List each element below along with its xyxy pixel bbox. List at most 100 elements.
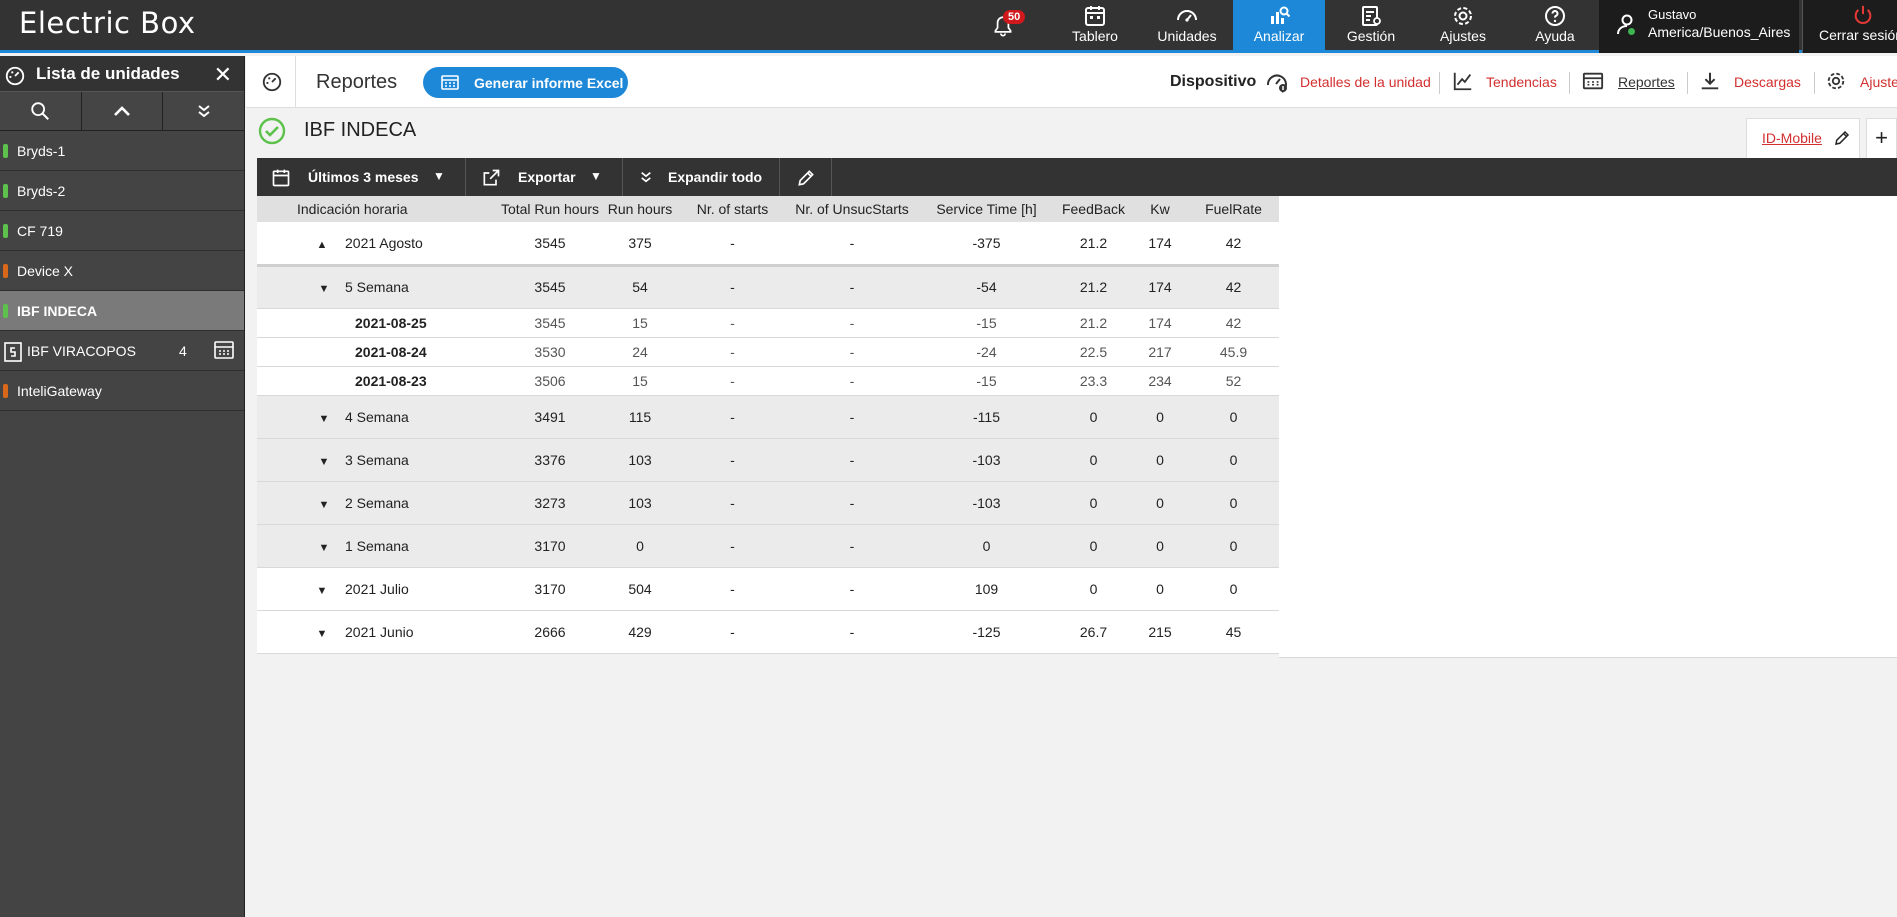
sidebar-item-bryds-2[interactable]: Bryds-2 <box>0 171 244 211</box>
trend-icon <box>1453 72 1472 91</box>
downloads-link[interactable]: Descargas <box>1734 74 1801 90</box>
triangle-down-icon[interactable]: ▼ <box>318 498 330 511</box>
column-header[interactable]: Indicación horaria <box>257 196 499 222</box>
add-tab-button[interactable]: + <box>1866 118 1897 158</box>
export-icon <box>483 169 500 186</box>
table-cell: - <box>786 366 918 396</box>
trends-link[interactable]: Tendencias <box>1486 74 1557 90</box>
triangle-down-icon[interactable]: ▼ <box>316 584 328 597</box>
nav-label: Analizar <box>1253 28 1305 44</box>
collapse-button[interactable] <box>81 92 164 130</box>
pencil-icon[interactable] <box>1833 129 1851 147</box>
search-button[interactable] <box>0 92 82 130</box>
sidebar-item-ibf-viracopos[interactable]: IBF VIRACOPOS 4 <box>0 331 244 371</box>
settings-icon <box>1827 72 1845 90</box>
table-icon[interactable] <box>214 341 234 359</box>
table-cell: 0 <box>1055 438 1132 482</box>
table-cell: 0 <box>601 524 679 568</box>
table-row-week[interactable]: ▼ 1 Semana 3170 0- -0 0 0 0 <box>257 524 1279 568</box>
table-cell: 42 <box>1188 308 1279 338</box>
nav-ayuda[interactable]: Ayuda <box>1509 0 1601 53</box>
column-header[interactable]: Run hours <box>601 196 679 222</box>
table-row-day[interactable]: 2021-08-24 3530 24- - -24 22.5 217 45.9 <box>257 337 1279 367</box>
dashboard-toggle[interactable] <box>246 56 296 108</box>
table-row-week[interactable]: ▼ 5 Semana 3545 54- - -54 21.2 174 42 <box>257 265 1279 309</box>
column-header[interactable]: Nr. of UnsucStarts <box>786 196 918 222</box>
sidebar-item-bryds-1[interactable]: Bryds-1 <box>0 131 244 171</box>
nav-ajustes[interactable]: Ajustes <box>1417 0 1509 53</box>
table-row-week[interactable]: ▼ 3 Semana 3376 103- - -103 0 0 0 <box>257 438 1279 482</box>
edit-columns-button[interactable] <box>780 158 832 196</box>
table-cell: 15 <box>601 366 679 396</box>
settings-link[interactable]: Ajustes <box>1860 74 1897 90</box>
triangle-down-icon[interactable]: ▼ <box>318 455 330 468</box>
column-header[interactable]: Nr. of starts <box>679 196 786 222</box>
unit-label: Bryds-2 <box>17 183 66 199</box>
logout-button[interactable]: Cerrar sesión <box>1802 0 1897 53</box>
triangle-down-icon[interactable]: ▼ <box>318 541 330 554</box>
nav-label: Ajustes <box>1440 28 1486 44</box>
sidebar-item-cf-719[interactable]: CF 719 <box>0 211 244 251</box>
sidebar-item-ibf-indeca[interactable]: IBF INDECA <box>0 291 244 331</box>
table-row-month[interactable]: ▲ 2021 Agosto 3545 375- - -375 21.2 174 42 <box>257 222 1279 267</box>
table-row-month[interactable]: ▼ 2021 Junio 2666 429- - -125 26.7 215 45 <box>257 610 1279 654</box>
export-dropdown[interactable]: Exportar ▼ <box>466 158 623 196</box>
unit-list-sidebar: Lista de unidades ✕ Bryds-1 Bryds-2 CF 7… <box>0 56 245 917</box>
sidebar-item-device-x[interactable]: Device X <box>0 251 244 291</box>
generate-excel-button[interactable]: Generar informe Excel <box>423 67 628 98</box>
column-header[interactable]: FeedBack <box>1055 196 1132 222</box>
table-cell: ▼ 5 Semana <box>257 265 499 309</box>
status-indicator <box>3 264 8 278</box>
table-cell: 109 <box>918 567 1055 611</box>
user-menu[interactable]: Gustavo America/Buenos_Aires <box>1599 0 1799 53</box>
table-cell: -54 <box>918 265 1055 309</box>
unit-label: CF 719 <box>17 223 63 239</box>
analyze-icon <box>1271 6 1291 24</box>
expand-all-button[interactable] <box>163 92 245 130</box>
column-header[interactable]: Kw <box>1132 196 1188 222</box>
period-dropdown[interactable]: Últimos 3 meses ▼ <box>257 158 466 196</box>
table-cell: 0 <box>1132 567 1188 611</box>
table-cell: 3376 <box>499 438 601 482</box>
nav-gestion[interactable]: Gestión <box>1325 0 1417 53</box>
close-icon[interactable]: ✕ <box>213 62 232 87</box>
table-cell: - <box>679 395 786 439</box>
table-row-day[interactable]: 2021-08-25 3545 15- - -15 21.2 174 42 <box>257 308 1279 338</box>
reports-link[interactable]: Reportes <box>1618 74 1675 90</box>
triangle-down-icon[interactable]: ▼ <box>316 627 328 640</box>
table-row-month[interactable]: ▼ 2021 Julio 3170 504- -109 0 0 0 <box>257 567 1279 611</box>
table-cell: - <box>679 610 786 654</box>
table-row-day[interactable]: 2021-08-23 3506 15- - -15 23.3 234 52 <box>257 366 1279 396</box>
triangle-down-icon[interactable]: ▼ <box>318 283 330 295</box>
unit-details-link[interactable]: Detalles de la unidad <box>1300 74 1431 90</box>
table-cell: 3170 <box>499 567 601 611</box>
download-icon <box>1701 72 1719 90</box>
table-row-week[interactable]: ▼ 2 Semana 3273 103- - -103 0 0 0 <box>257 481 1279 525</box>
column-header[interactable]: Service Time [h] <box>918 196 1055 222</box>
status-indicator <box>3 384 8 398</box>
table-cell: 234 <box>1132 366 1188 396</box>
triangle-up-icon[interactable]: ▲ <box>316 238 328 251</box>
nav-tablero[interactable]: Tablero <box>1049 0 1141 53</box>
nav-unidades[interactable]: Unidades <box>1141 0 1233 53</box>
nav-analizar[interactable]: Analizar <box>1233 0 1325 53</box>
table-cell: 21.2 <box>1055 308 1132 338</box>
table-cell: 22.5 <box>1055 337 1132 367</box>
triangle-down-icon[interactable]: ▼ <box>318 412 330 425</box>
table-cell: - <box>679 567 786 611</box>
table-cell: -15 <box>918 308 1055 338</box>
table-row-week[interactable]: ▼ 4 Semana 3491 115- - -115 0 0 0 <box>257 395 1279 439</box>
status-indicator <box>3 144 8 158</box>
tab-id-mobile[interactable]: ID-Mobile <box>1746 118 1860 158</box>
sub-header: Reportes Generar informe Excel Dispositi… <box>246 56 1897 108</box>
tab-label: ID-Mobile <box>1762 130 1822 146</box>
row-label: 4 Semana <box>345 408 409 425</box>
table-cell: 0 <box>1188 524 1279 568</box>
table-cell: 3506 <box>499 366 601 396</box>
expand-all-toolbar-button[interactable]: Expandir todo <box>623 158 780 196</box>
column-header[interactable]: FuelRate <box>1188 196 1279 222</box>
table-cell: 0 <box>1188 567 1279 611</box>
table-cell: 15 <box>601 308 679 338</box>
sidebar-item-inteligateway[interactable]: InteliGateway <box>0 371 244 411</box>
column-header[interactable]: Total Run hours <box>499 196 601 222</box>
